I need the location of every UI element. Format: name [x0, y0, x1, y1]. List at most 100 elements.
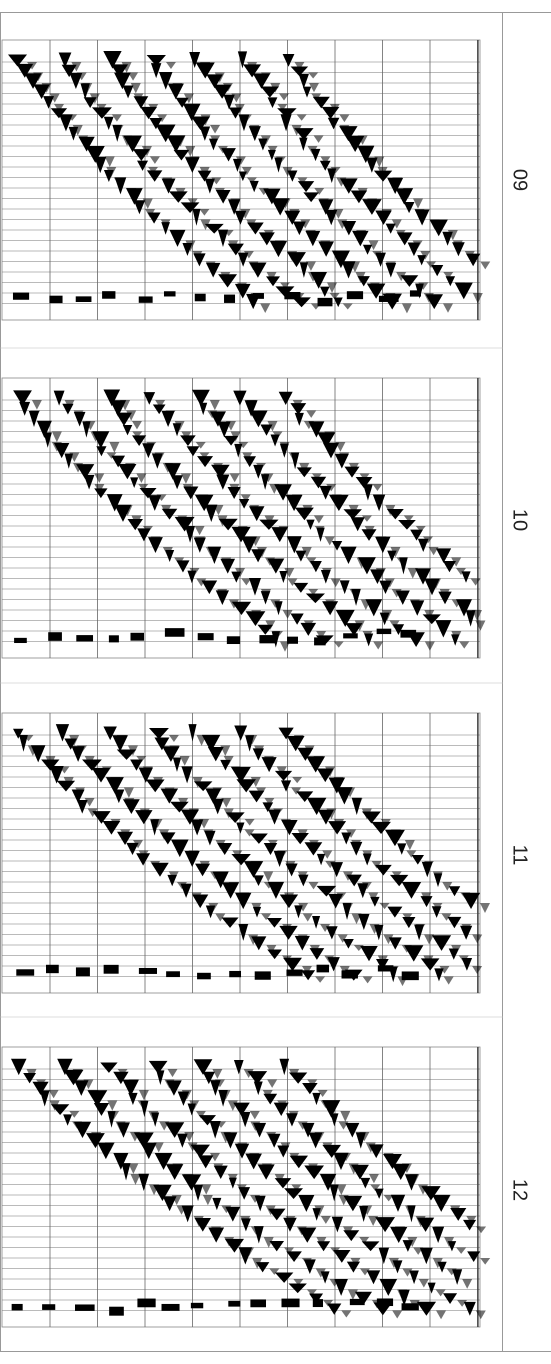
wavelet: [186, 446, 200, 457]
wavelet: [167, 83, 184, 100]
wavelet-shadow: [317, 1090, 328, 1098]
late-arrival: [49, 295, 63, 304]
wavelet: [197, 170, 212, 182]
wavelet-shadow: [475, 1310, 486, 1320]
wavelet: [169, 191, 188, 203]
wavelet: [181, 1174, 202, 1191]
wavelet: [447, 916, 462, 929]
wavelet: [110, 64, 129, 78]
wavelet-shadow: [133, 840, 144, 849]
wavelet: [357, 276, 370, 287]
wavelet: [115, 412, 132, 426]
wavelet: [172, 757, 182, 772]
wavelet-shadow: [263, 871, 274, 882]
wavelet: [409, 1270, 419, 1285]
wavelet: [465, 610, 476, 627]
wavelet: [138, 767, 154, 783]
wavelet-shadow: [269, 1268, 280, 1275]
wavelet-shadow: [292, 777, 303, 784]
wavelet-shadow: [130, 1174, 141, 1185]
wavelet-shadow: [342, 303, 353, 310]
wavelet: [452, 242, 465, 257]
wavelet: [431, 906, 442, 918]
wavelet: [122, 1079, 139, 1097]
wavelet: [23, 1072, 37, 1084]
wavelet-shadow: [96, 104, 107, 111]
wavelet: [312, 916, 321, 929]
wavelet: [167, 874, 177, 887]
wavelet-shadow: [320, 924, 331, 932]
wavelet: [218, 274, 238, 288]
wavelet-shadow: [246, 177, 257, 184]
wavelet: [133, 1132, 154, 1149]
wavelet: [361, 529, 377, 541]
wavelet: [132, 149, 150, 161]
wavelet: [94, 488, 108, 499]
wavelet-shadow: [371, 861, 382, 869]
wavelet-shadow: [266, 945, 277, 954]
wavelet: [138, 1173, 150, 1191]
wavelet: [249, 410, 268, 428]
late-arrival: [400, 629, 417, 638]
wavelet-shadow: [165, 62, 176, 69]
wavelet: [310, 148, 321, 162]
wavelet: [193, 253, 206, 267]
wavelet: [92, 431, 110, 449]
wavelet: [294, 507, 314, 521]
wavelet: [143, 392, 156, 405]
wavelet-shadow: [123, 787, 134, 798]
wavelet: [299, 262, 309, 278]
wavelet: [386, 509, 404, 520]
wavelet: [201, 734, 221, 752]
wavelet-shadow: [324, 536, 335, 546]
wavelet: [362, 199, 382, 215]
wavelet: [205, 788, 222, 804]
wavelet: [133, 200, 146, 215]
wavelet: [308, 421, 325, 438]
wavelet: [82, 421, 91, 438]
wavelet: [83, 474, 95, 490]
wavelet: [80, 83, 90, 100]
wavelet: [417, 538, 429, 552]
wavelet: [361, 811, 381, 824]
wavelet: [217, 421, 231, 438]
wavelet: [96, 446, 107, 457]
wavelet-shadow: [142, 198, 153, 209]
wavelet-shadow: [415, 526, 426, 533]
wavelet: [392, 1260, 403, 1274]
wavelet: [461, 571, 471, 583]
wavelet: [58, 52, 72, 68]
wavelet-shadow: [128, 1163, 139, 1174]
wavelet: [187, 570, 197, 584]
wavelet: [346, 874, 362, 887]
wavelet: [450, 1207, 467, 1221]
wavelet: [375, 536, 391, 554]
wavelet: [339, 126, 358, 142]
wavelet-shadow: [244, 819, 255, 826]
wavelet: [103, 116, 114, 130]
wavelet: [351, 1164, 369, 1180]
wavelet: [207, 747, 224, 762]
wavelet: [346, 1261, 360, 1273]
wavelet: [329, 494, 349, 512]
wavelet: [294, 412, 304, 426]
wavelet: [333, 1249, 351, 1263]
wavelet: [222, 882, 240, 899]
wavelet: [460, 925, 473, 940]
wavelet: [345, 135, 365, 153]
wavelet-shadow: [291, 787, 302, 795]
wavelet-shadow: [383, 1195, 394, 1202]
wavelet: [249, 833, 268, 844]
wavelet: [221, 917, 239, 928]
wavelet: [204, 178, 215, 194]
late-arrival: [138, 296, 153, 303]
wavelet-shadow: [320, 156, 331, 165]
wavelet: [50, 1104, 70, 1116]
wavelet: [13, 390, 32, 406]
wavelet: [344, 466, 360, 478]
wavelet: [286, 1251, 302, 1262]
wavelet-shadow: [330, 578, 341, 588]
wavelet: [36, 420, 52, 438]
wavelet: [249, 262, 267, 278]
wavelet: [164, 463, 181, 480]
